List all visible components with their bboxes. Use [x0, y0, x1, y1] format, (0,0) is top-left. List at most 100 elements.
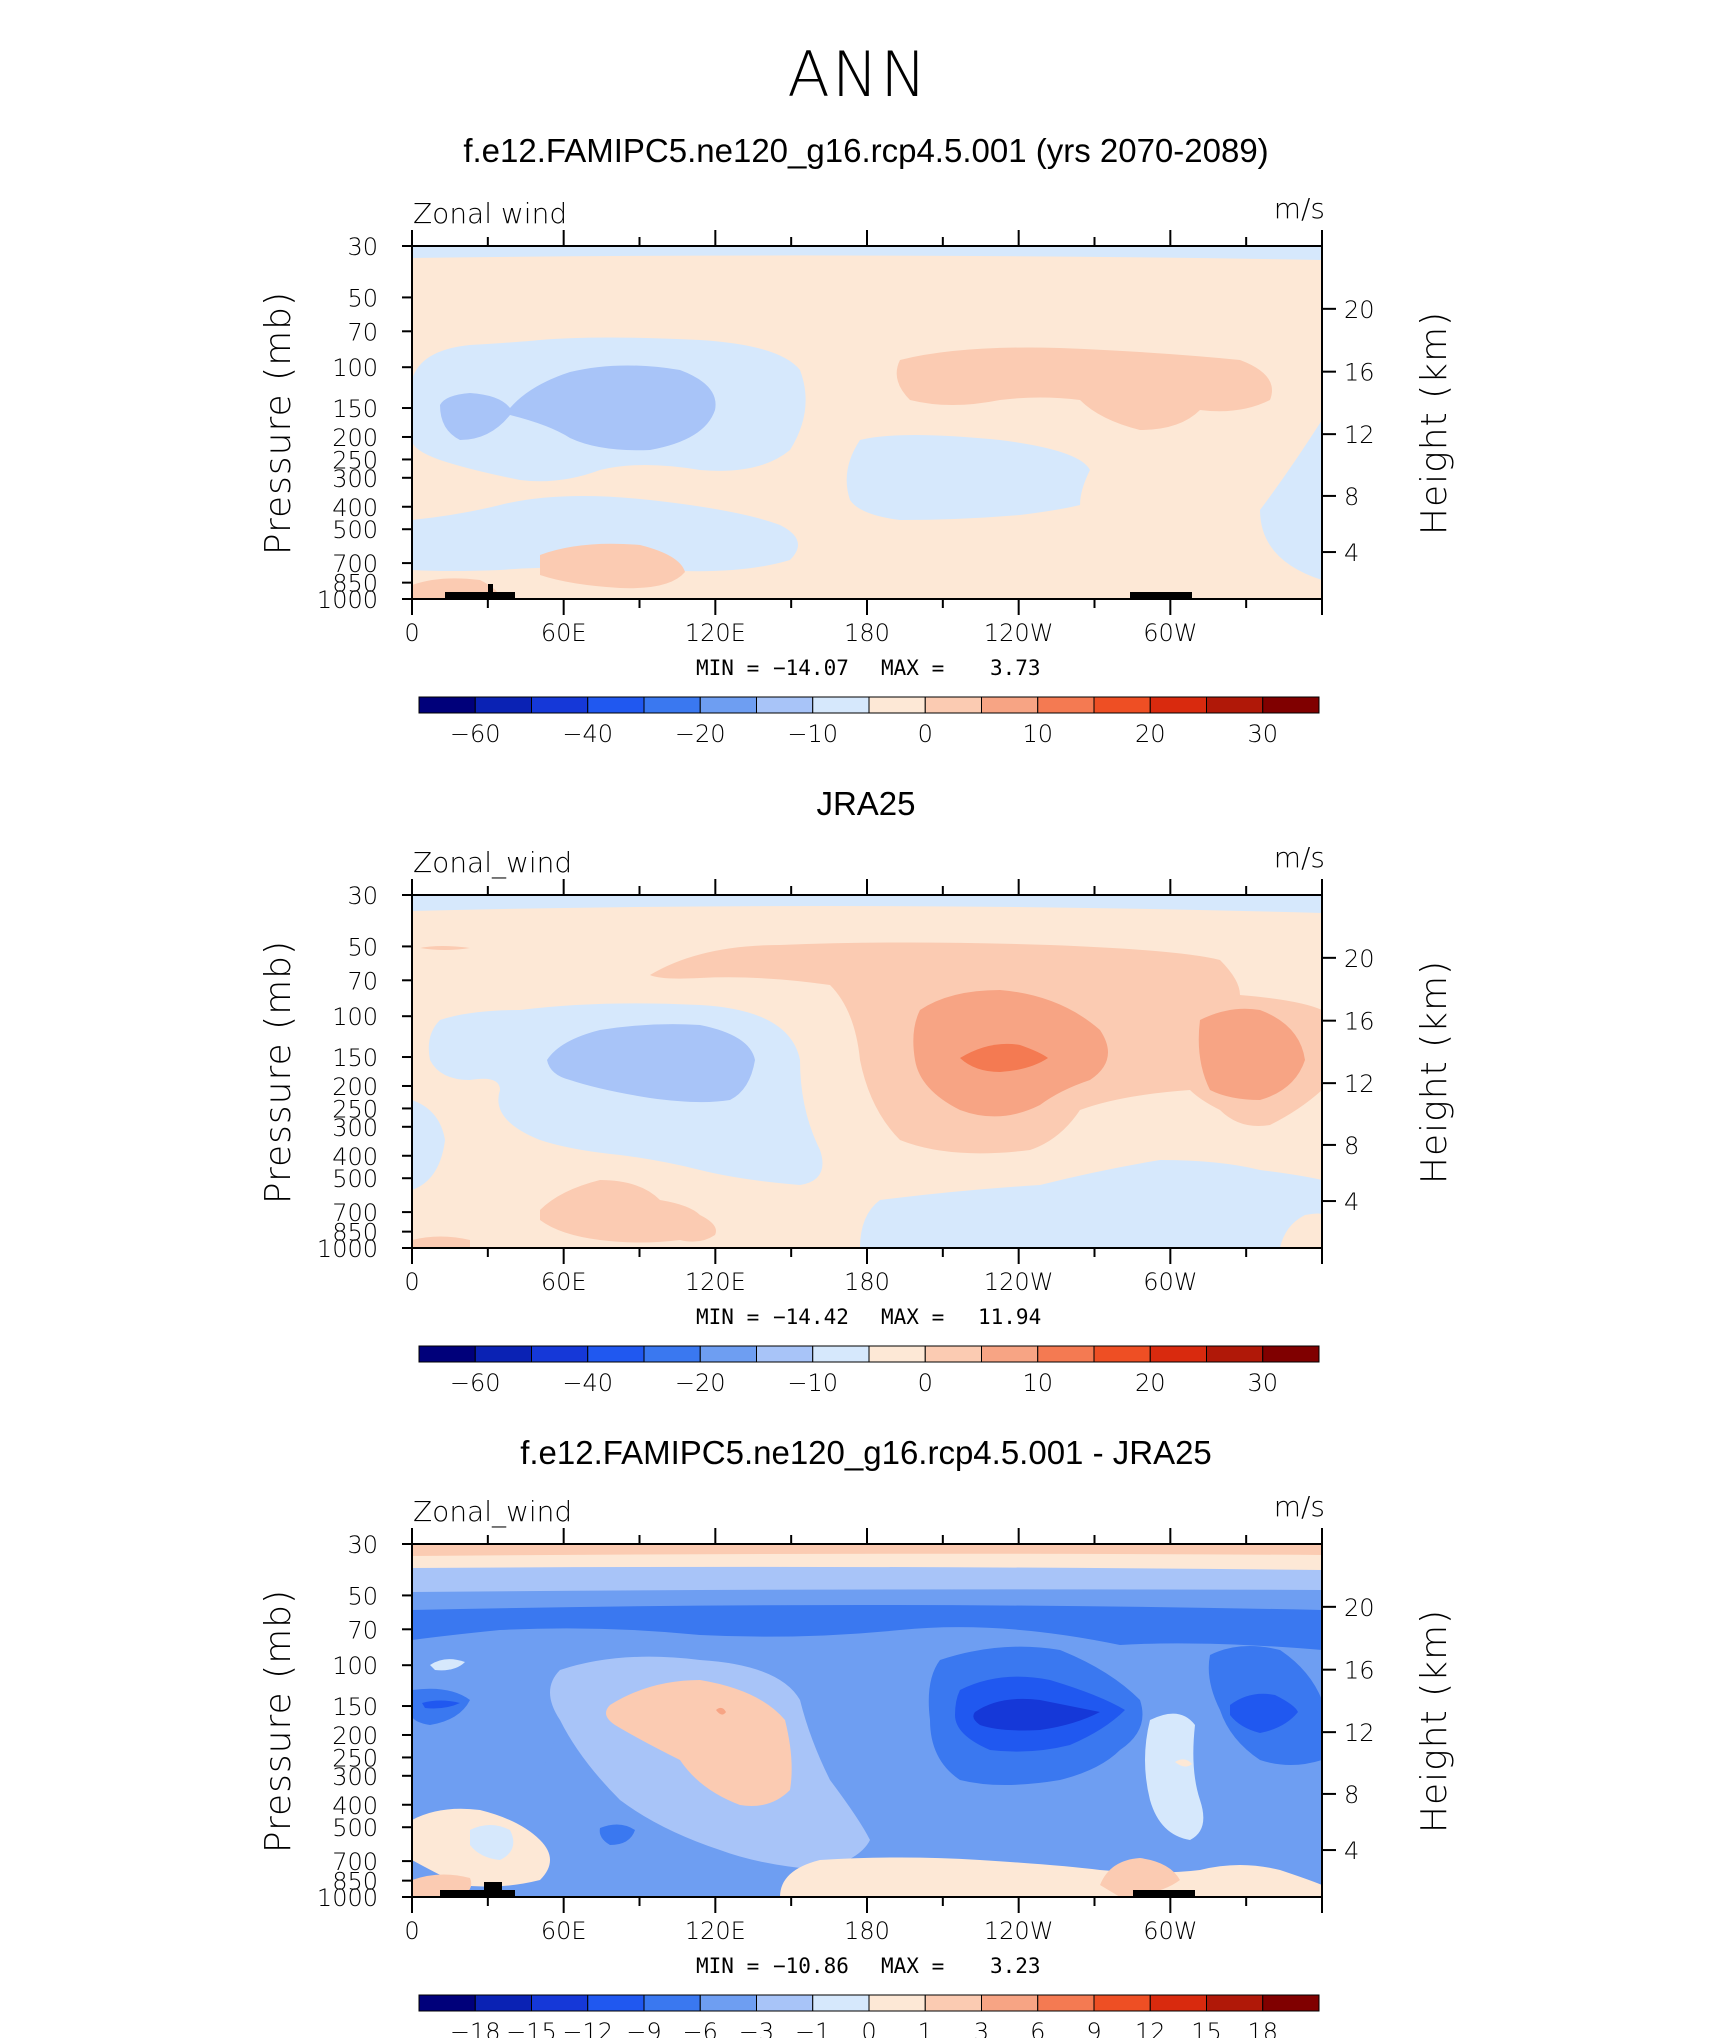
y-tick-label: 850 [332, 570, 378, 598]
colorbar-swatch [812, 1994, 870, 2012]
colorbar-label: 18 [1247, 2018, 1278, 2038]
colorbar-label: −3 [739, 2018, 774, 2038]
colorbar-swatch [981, 1994, 1039, 2012]
colorbar-label: 0 [918, 720, 933, 748]
colorbar-label: −10 [787, 720, 838, 748]
panel-3-max-label: MAX = [881, 1954, 944, 1978]
x-tick-label: 180 [844, 1268, 890, 1296]
colorbar-swatch [474, 696, 532, 714]
y-tick-label: 1000 [317, 586, 378, 614]
panel-1: f.e12.FAMIPC5.ne120_g16.rcp4.5.001 (yrs … [258, 132, 1455, 748]
colorbar-swatch [1093, 1994, 1151, 2012]
colorbar-swatch [418, 696, 476, 714]
panel-2: JRA25 0 60E 120E 180 120W 60W3050701001502002… [258, 785, 1455, 1397]
y2-tick-label: 4 [1344, 1188, 1359, 1216]
panel-1-title: f.e12.FAMIPC5.ne120_g16.rcp4.5.001 (yrs … [463, 132, 1268, 169]
colorbar-label: 6 [1030, 2018, 1045, 2038]
contour-band-neg9-6 [412, 1605, 1322, 1650]
colorbar-swatch [699, 1345, 757, 1363]
x-tick-label: 120E [685, 1268, 746, 1296]
colorbar-label: −18 [450, 2018, 501, 2038]
panel-2-y-axis-title: Pressure (mb) [258, 940, 299, 1204]
colorbar-swatch [1093, 696, 1151, 714]
panel-3-min-label: MIN = [696, 1954, 759, 1978]
colorbar-swatch [1037, 1345, 1095, 1363]
colorbar-swatch [1037, 696, 1095, 714]
contour-band-neg5-0 [846, 435, 1090, 520]
y-tick-label: 100 [332, 1003, 378, 1031]
panel-2-colorbar: −60 −40 −20 −10 0 10 20 30 [418, 1345, 1320, 1397]
colorbar-swatch [699, 696, 757, 714]
colorbar-label: 3 [974, 2018, 989, 2038]
y-tick-label: 150 [332, 1044, 378, 1072]
panel-1-colorbar: −60 −40 −20 −10 0 10 20 30 [418, 696, 1320, 748]
panel-1-min-label: MIN = [696, 656, 759, 680]
contour-band-1-3 [606, 1680, 792, 1806]
colorbar-swatch [474, 1994, 532, 2012]
colorbar-swatch [1149, 1994, 1207, 2012]
colorbar-swatch [474, 1345, 532, 1363]
x-tick-label: 60W [1143, 1917, 1197, 1945]
panel-3-y2-axis-title: Height (km) [1414, 1609, 1455, 1833]
panel-1-min-value: −14.07 [773, 656, 849, 680]
colorbar-swatch [643, 696, 701, 714]
colorbar-swatch [531, 1345, 589, 1363]
contour-band-neg5-0 [1260, 420, 1322, 580]
colorbar-label: −20 [675, 1369, 726, 1397]
panel-3-title: f.e12.FAMIPC5.ne120_g16.rcp4.5.001 - JRA… [520, 1434, 1212, 1471]
colorbar-swatch [418, 1994, 476, 2012]
colorbar-label: 10 [1022, 1369, 1053, 1397]
x-tick-label: 60W [1143, 619, 1197, 647]
contour-band-3-6 [716, 1707, 726, 1715]
y-tick-label: 300 [332, 465, 378, 493]
x-tick-label: 60E [541, 1917, 587, 1945]
colorbar-swatch [587, 1345, 645, 1363]
y-tick-label: 500 [332, 1165, 378, 1193]
contour-band-0-1 [780, 1857, 1322, 1897]
panel-2-x-axis: 0 60E 120E 180 120W 60W3050701001502002503004… [317, 879, 1375, 1296]
y-tick-label: 700 [332, 1848, 378, 1876]
colorbar-label: −40 [562, 1369, 613, 1397]
topography-mask [1130, 592, 1192, 599]
panel-1-y-axis-title: Pressure (mb) [258, 291, 299, 555]
colorbar-swatch [1149, 1345, 1207, 1363]
colorbar-swatch [1206, 1345, 1264, 1363]
contour-band-neg5-0 [412, 496, 798, 572]
colorbar-swatch [924, 1994, 982, 2012]
y2-tick-label: 12 [1344, 421, 1375, 449]
y-tick-label: 500 [332, 516, 378, 544]
y-tick-label: 50 [347, 1582, 378, 1610]
x-tick-label: 60E [541, 619, 587, 647]
y-tick-label: 300 [332, 1114, 378, 1142]
x-tick-label: 120W [984, 1268, 1054, 1296]
panel-3-colorbar: −18 −15 −12 −9 −6 −3 −1 0 1 3 6 9 12 15 18 [418, 1994, 1320, 2038]
panel-3-variable-label: Zonal_wind [413, 1495, 572, 1529]
colorbar-swatch [1206, 696, 1264, 714]
y-tick-label: 50 [347, 933, 378, 961]
y-tick-label: 150 [332, 1693, 378, 1721]
x-tick-label: 0 [404, 1268, 419, 1296]
colorbar-swatch [531, 1994, 589, 2012]
figure-title: ANN [787, 38, 928, 111]
contour-band-neg9-6 [599, 1824, 635, 1845]
y-tick-label: 700 [332, 1199, 378, 1227]
contour-band-neg1-0 [1145, 1713, 1204, 1840]
y-tick-label: 700 [332, 550, 378, 578]
y-tick-label: 30 [347, 1531, 378, 1559]
panel-2-max-value: 11.94 [978, 1305, 1041, 1329]
y2-tick-label: 8 [1344, 1132, 1359, 1160]
colorbar-label: 15 [1191, 2018, 1222, 2038]
contour-band-neg5-0 [412, 1100, 445, 1190]
x-tick-label: 120W [984, 1917, 1054, 1945]
colorbar-label: −20 [675, 720, 726, 748]
contour-band-5-10 [896, 347, 1272, 430]
y2-tick-label: 12 [1344, 1070, 1375, 1098]
y-tick-label: 1000 [317, 1884, 378, 1912]
colorbar-swatch [587, 1994, 645, 2012]
panel-1-units: m/s [1274, 192, 1325, 225]
colorbar-swatch [868, 1994, 926, 2012]
contour-band-10-15 [1198, 1008, 1305, 1100]
panel-1-contour-field [412, 246, 1322, 599]
colorbar-label: 0 [861, 2018, 876, 2038]
